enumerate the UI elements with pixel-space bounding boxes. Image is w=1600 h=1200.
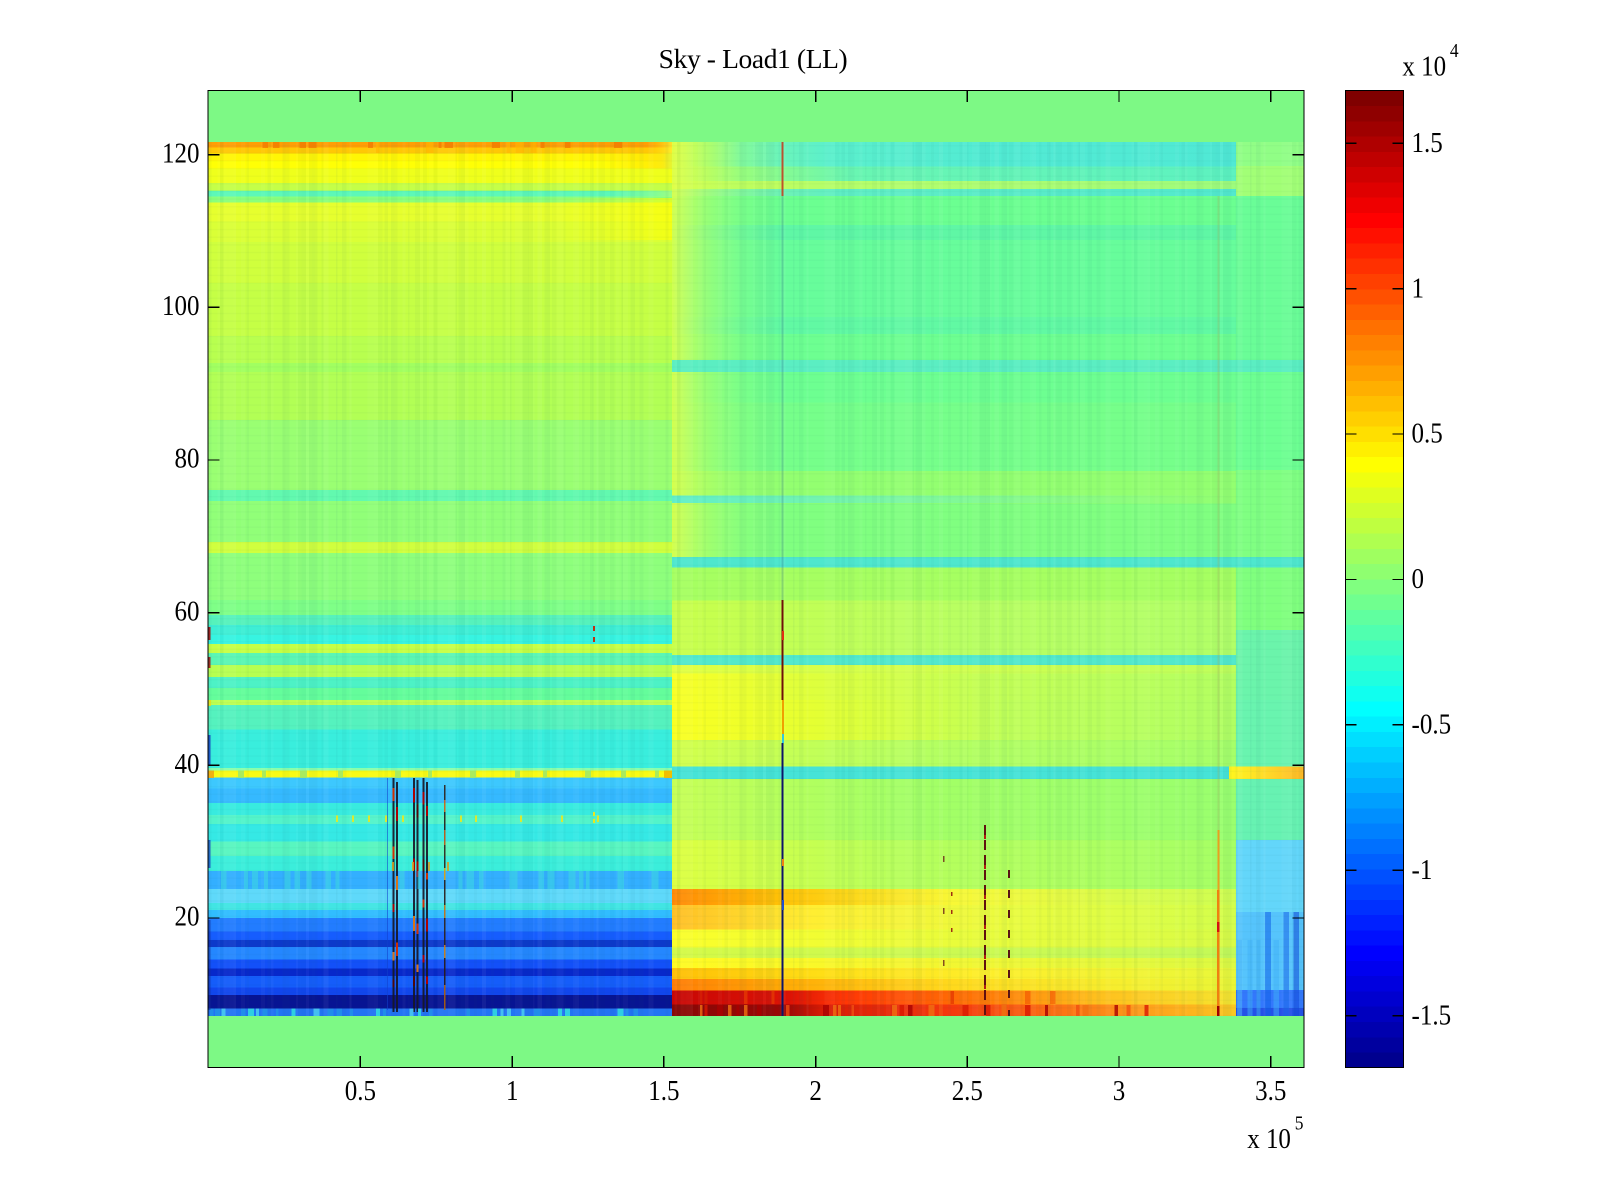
svg-text:3.5: 3.5 [1255,1074,1286,1106]
svg-text:3: 3 [1113,1074,1125,1106]
svg-text:4: 4 [1450,40,1459,62]
svg-text:-0.5: -0.5 [1412,708,1452,740]
svg-text:0.5: 0.5 [1412,417,1443,449]
svg-text:80: 80 [175,442,200,474]
svg-text:40: 40 [175,747,200,779]
svg-text:1.5: 1.5 [648,1074,679,1106]
svg-text:x 10: x 10 [1247,1122,1291,1154]
svg-text:Sky - Load1 (LL): Sky - Load1 (LL) [659,43,848,74]
svg-text:1: 1 [506,1074,518,1106]
svg-text:2.5: 2.5 [952,1074,983,1106]
svg-text:1.5: 1.5 [1412,126,1443,158]
svg-text:1: 1 [1412,272,1424,304]
svg-text:60: 60 [175,595,200,627]
svg-text:-1: -1 [1412,853,1433,885]
svg-text:-1.5: -1.5 [1412,999,1452,1031]
svg-text:5: 5 [1295,1112,1304,1134]
svg-text:0.5: 0.5 [345,1074,376,1106]
svg-text:2: 2 [809,1074,821,1106]
svg-text:0: 0 [1412,562,1424,594]
svg-text:x 10: x 10 [1402,50,1446,82]
svg-text:20: 20 [175,900,200,932]
svg-text:100: 100 [162,289,199,321]
svg-text:120: 120 [162,137,199,169]
